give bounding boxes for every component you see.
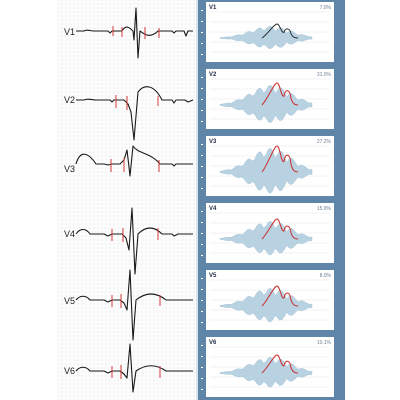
spectrum-panel-v3: V3 27.2% — [201, 136, 334, 196]
axis-tick — [201, 367, 203, 368]
lead-trace-v4 — [75, 207, 193, 275]
panel-percent: 8.0% — [320, 273, 332, 279]
lead-row-v6: V6 — [64, 343, 193, 393]
lead-row-v5: V5 — [64, 269, 193, 341]
spectrum-envelope — [261, 285, 299, 307]
spectrum-silhouette — [219, 220, 313, 256]
spectrum-silhouette — [219, 356, 313, 388]
axis-tick — [201, 211, 203, 212]
lead-label-v6: V6 — [64, 366, 75, 376]
lead-label-v2: V2 — [64, 95, 75, 105]
axis-tick — [201, 77, 203, 78]
axis-tick — [201, 322, 203, 323]
lead-row-v1: V1 — [64, 7, 193, 59]
lead-trace-v5 — [75, 269, 193, 341]
spectrum-envelope — [261, 23, 299, 39]
panel-title: V3 — [209, 139, 217, 145]
spectrum-silhouette — [219, 147, 313, 194]
axis-tick — [201, 144, 203, 145]
spectrum-envelope — [261, 218, 299, 240]
axis-tick — [201, 300, 203, 301]
spectrum-silhouette — [219, 25, 313, 49]
axis-tick — [201, 255, 203, 256]
spectra-panels: V1 7.0% V2 31.0% V3 27.2% V4 15.9% V5 8.0% V6 10.1% — [201, 2, 334, 397]
axis-tick — [201, 121, 203, 122]
spectrum-panel-v6: V6 10.1% — [201, 337, 334, 397]
spectrum-panel-v1: V1 7.0% — [201, 2, 334, 62]
lead-row-v2: V2 — [64, 86, 194, 141]
axis-tick — [201, 345, 203, 346]
axis-tick — [201, 10, 203, 11]
axis-tick — [201, 32, 203, 33]
panel-axis-ticks — [201, 10, 203, 55]
lead-label-v3: V3 — [64, 164, 75, 174]
panel-percent: 27.2% — [317, 139, 332, 145]
axis-tick — [201, 378, 203, 379]
axis-tick — [201, 99, 203, 100]
spectrum-envelope — [261, 82, 299, 106]
lead-row-v3: V3 — [64, 145, 193, 177]
spectrum-envelope — [261, 145, 299, 173]
panel-axis-ticks — [201, 144, 203, 189]
axis-tick — [201, 311, 203, 312]
panel-title: V1 — [209, 5, 217, 11]
axis-tick — [201, 88, 203, 89]
axis-tick — [201, 389, 203, 390]
panel-axis-ticks — [201, 211, 203, 256]
axis-tick — [201, 356, 203, 357]
axis-tick — [201, 233, 203, 234]
axis-tick — [201, 244, 203, 245]
axis-tick — [201, 188, 203, 189]
lead-trace-v6 — [75, 343, 193, 393]
panel-title: V5 — [209, 273, 217, 279]
panel-percent: 31.0% — [317, 72, 332, 78]
axis-tick — [201, 155, 203, 156]
panel-percent: 10.1% — [317, 340, 332, 346]
axis-tick — [201, 166, 203, 167]
axis-tick — [201, 54, 203, 55]
spectrum-envelope — [261, 354, 299, 374]
panel-title: V2 — [209, 72, 217, 78]
axis-tick — [201, 278, 203, 279]
spectrum-panel-v2: V2 31.0% — [201, 69, 334, 129]
panel-axis-ticks — [201, 278, 203, 323]
lead-label-v5: V5 — [64, 296, 75, 306]
spectrum-silhouette — [219, 84, 313, 124]
axis-tick — [201, 177, 203, 178]
axis-tick — [201, 21, 203, 22]
lead-trace-v1 — [76, 7, 193, 59]
axis-tick — [201, 43, 203, 44]
axis-tick — [201, 289, 203, 290]
panel-axis-ticks — [201, 77, 203, 122]
spectrum-panel-v4: V4 15.9% — [201, 203, 334, 263]
lead-label-v4: V4 — [64, 229, 75, 239]
axis-tick — [201, 110, 203, 111]
panel-title: V4 — [209, 206, 217, 212]
ecg-grid — [57, 0, 196, 400]
ecg-leads: V1 V2 V3 V4 V — [64, 7, 194, 393]
column-divider — [196, 0, 198, 400]
grid-coarse-lines — [57, 0, 196, 400]
spectrum-panel-v5: V5 8.0% — [201, 270, 334, 330]
panel-percent: 15.9% — [317, 206, 332, 212]
panel-percent: 7.0% — [320, 5, 332, 11]
spectra-column-background — [197, 0, 345, 400]
panel-axis-ticks — [201, 345, 203, 390]
lead-trace-v2 — [76, 86, 194, 141]
spectrum-silhouette — [219, 287, 313, 323]
lead-label-v1: V1 — [64, 27, 75, 37]
lead-row-v4: V4 — [64, 207, 193, 275]
panel-title: V6 — [209, 340, 217, 346]
axis-tick — [201, 222, 203, 223]
